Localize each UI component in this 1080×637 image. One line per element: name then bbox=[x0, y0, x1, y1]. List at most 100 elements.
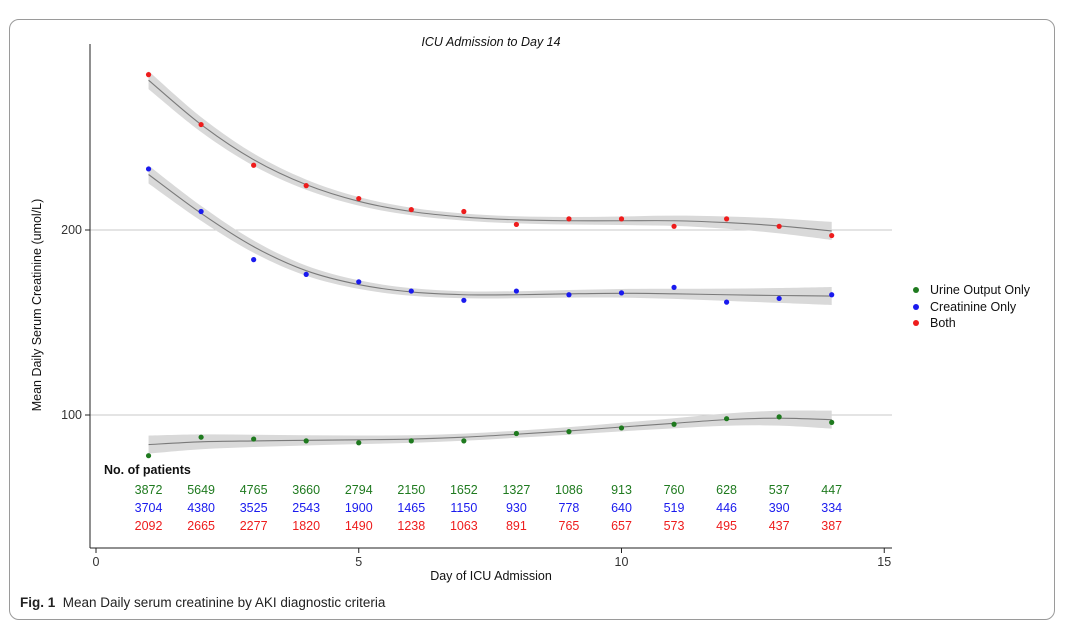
patients-table: 3872 5649 4765 3660 2794 2150 1652 1327 1086 913 7… bbox=[135, 483, 843, 533]
patient-count: 3704 bbox=[135, 501, 163, 515]
data-point bbox=[671, 223, 677, 229]
patient-count: 2277 bbox=[240, 519, 268, 533]
figure-caption: Fig. 1 Mean Daily serum creatinine by AK… bbox=[20, 595, 385, 610]
patient-count: 495 bbox=[716, 519, 737, 533]
data-point bbox=[513, 288, 520, 294]
data-point bbox=[461, 297, 467, 303]
patients-header: No. of patients bbox=[104, 463, 191, 477]
data-point bbox=[566, 292, 572, 298]
data-point bbox=[408, 207, 414, 213]
data-point bbox=[461, 438, 467, 444]
smooth-curve bbox=[148, 417, 832, 446]
confidence-band bbox=[148, 165, 832, 306]
data-point bbox=[513, 221, 520, 228]
data-point bbox=[145, 453, 152, 459]
data-point bbox=[566, 216, 572, 222]
patient-count: 765 bbox=[559, 519, 580, 533]
data-point bbox=[671, 421, 677, 427]
figure-label: Fig. 1 bbox=[20, 595, 56, 610]
patient-count: 1652 bbox=[450, 483, 478, 497]
patient-count: 334 bbox=[821, 501, 842, 515]
data-point bbox=[776, 414, 782, 420]
legend-marker bbox=[913, 287, 919, 293]
patient-count: 437 bbox=[769, 519, 790, 533]
data-point bbox=[776, 223, 782, 229]
legend: Urine Output Only Creatinine Only Both bbox=[913, 283, 1031, 330]
confidence-band bbox=[148, 71, 832, 240]
data-point bbox=[671, 284, 677, 290]
confidence-bands bbox=[148, 71, 832, 454]
patient-count: 930 bbox=[506, 501, 527, 515]
data-point bbox=[724, 216, 730, 222]
data-point bbox=[618, 216, 625, 222]
patient-count: 657 bbox=[611, 519, 632, 533]
figure-caption-text: Mean Daily serum creatinine by AKI diagn… bbox=[62, 595, 386, 610]
patient-count: 537 bbox=[769, 483, 790, 497]
patient-count: 2150 bbox=[397, 483, 425, 497]
patient-count: 2794 bbox=[345, 483, 373, 497]
legend-label: Both bbox=[930, 316, 956, 330]
smooth-curves bbox=[148, 79, 832, 446]
data-point bbox=[198, 208, 204, 215]
axes bbox=[89, 44, 892, 549]
patient-count: 2092 bbox=[135, 519, 163, 533]
data-point bbox=[829, 419, 835, 425]
x-tick-label: 0 bbox=[93, 555, 100, 569]
patient-count: 913 bbox=[611, 483, 632, 497]
data-point bbox=[724, 416, 730, 422]
data-point bbox=[145, 72, 152, 78]
data-point bbox=[724, 299, 730, 305]
patient-count: 447 bbox=[821, 483, 842, 497]
patient-count: 3872 bbox=[135, 483, 163, 497]
patient-count: 2543 bbox=[292, 501, 320, 515]
data-point bbox=[356, 195, 362, 202]
patient-count: 1465 bbox=[397, 501, 425, 515]
data-point bbox=[776, 295, 782, 302]
patient-count: 3660 bbox=[292, 483, 320, 497]
patient-count: 3525 bbox=[240, 501, 268, 515]
patient-count: 891 bbox=[506, 519, 527, 533]
patient-count: 628 bbox=[716, 483, 737, 497]
data-point bbox=[356, 440, 362, 446]
patient-count: 4380 bbox=[187, 501, 215, 515]
legend-marker bbox=[913, 304, 919, 310]
data-point bbox=[829, 232, 835, 239]
data-point bbox=[303, 183, 309, 189]
data-point bbox=[829, 292, 835, 298]
data-point bbox=[251, 257, 257, 263]
figure-frame bbox=[9, 19, 1055, 620]
x-ticks: 0 5 10 15 bbox=[93, 548, 891, 569]
legend-label: Creatinine Only bbox=[930, 300, 1017, 314]
patient-count: 446 bbox=[716, 501, 737, 515]
data-points bbox=[145, 72, 835, 459]
patient-count: 1063 bbox=[450, 519, 478, 533]
patient-count: 1490 bbox=[345, 519, 373, 533]
y-ticks: 100 200 bbox=[61, 223, 90, 422]
patient-count: 1086 bbox=[555, 483, 583, 497]
smooth-curve bbox=[148, 174, 832, 297]
data-point bbox=[618, 425, 625, 431]
data-point bbox=[461, 208, 467, 215]
y-axis-label: Mean Daily Serum Creatinine (umol/L) bbox=[30, 199, 44, 412]
patient-count: 760 bbox=[664, 483, 685, 497]
x-tick-label: 10 bbox=[615, 555, 629, 569]
patient-count: 390 bbox=[769, 501, 790, 515]
patient-count: 1820 bbox=[292, 519, 320, 533]
patient-count: 1327 bbox=[502, 483, 530, 497]
data-point bbox=[303, 271, 309, 277]
data-point bbox=[198, 434, 204, 440]
data-point bbox=[566, 429, 572, 435]
chart-title: ICU Admission to Day 14 bbox=[421, 35, 560, 49]
data-point bbox=[408, 288, 414, 294]
data-point bbox=[356, 279, 362, 285]
patient-count: 5649 bbox=[187, 483, 215, 497]
data-point bbox=[145, 166, 152, 172]
patient-count: 778 bbox=[559, 501, 580, 515]
data-point bbox=[198, 121, 204, 128]
patient-count: 640 bbox=[611, 501, 632, 515]
data-point bbox=[303, 438, 309, 444]
patient-count: 573 bbox=[664, 519, 685, 533]
data-point bbox=[618, 290, 625, 296]
patient-count: 1900 bbox=[345, 501, 373, 515]
